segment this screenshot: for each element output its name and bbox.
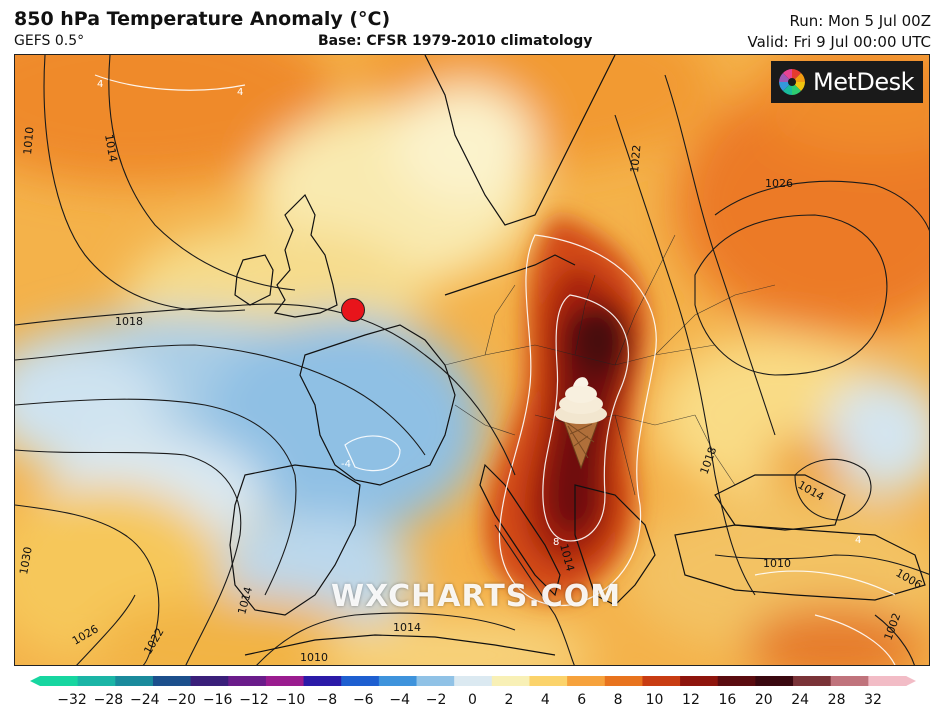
metdesk-logo: MetDesk <box>771 61 923 103</box>
map-panel: 1010 1014 1018 1026 1030 1026 1022 1014 … <box>14 54 930 666</box>
chart-title: 850 hPa Temperature Anomaly (°C) <box>14 8 391 30</box>
colorbar-tick-label: 10 <box>645 692 664 708</box>
run-label: Run: Mon 5 Jul 00Z <box>789 12 931 30</box>
isobar-label: 1010 <box>300 651 328 664</box>
anomaly-map: 1010 1014 1018 1026 1030 1026 1022 1014 … <box>15 55 929 665</box>
colorbar-segment <box>341 676 380 686</box>
isobar-label: 1010 <box>21 126 36 155</box>
colorbar-tick-label: −32 <box>57 692 87 708</box>
colorbar-right-arrow <box>906 676 916 686</box>
isobar-label: 1010 <box>763 557 791 570</box>
coastlines <box>229 55 926 656</box>
colorbar-segment <box>868 676 907 686</box>
colorbar-ticks: −32 −28 −24 −20 −16 −12 −10 −8 −6 −4 −2 0 2 4 6 8 10 12 16… <box>0 692 945 712</box>
colorbar-segment <box>491 676 530 686</box>
colorbar-tick-label: −12 <box>239 692 269 708</box>
colorbar-tick-label: −4 <box>389 692 410 708</box>
colorbar-segment <box>793 676 832 686</box>
model-label: GEFS 0.5° <box>14 33 85 49</box>
location-marker <box>341 298 365 322</box>
colorbar-tick-label: 12 <box>682 692 700 708</box>
colorbar-tick-label: −8 <box>316 692 338 708</box>
colorbar-segment <box>830 676 869 686</box>
colorbar-segment <box>303 676 342 686</box>
base-label: Base: CFSR 1979-2010 climatology <box>318 33 593 49</box>
colorbar-tick-label: 16 <box>718 692 737 708</box>
isobar-label: 1026 <box>765 177 793 190</box>
colorbar-segment <box>378 676 418 686</box>
colorbar-tick-label: −28 <box>93 692 124 708</box>
colorbar-segment <box>40 676 79 686</box>
isobar-label: 1018 <box>115 315 143 328</box>
colorbar-tick-label: −10 <box>275 692 306 708</box>
isobar-label: 1014 <box>393 621 421 634</box>
borders <box>444 234 776 496</box>
colorbar-segment <box>152 676 192 686</box>
colorbar-tick-label: 24 <box>791 692 810 708</box>
colorbar-segment <box>755 676 794 686</box>
colorbar-segment <box>416 676 455 686</box>
colorbar-tick-label: −24 <box>130 692 160 708</box>
colorbar-segment <box>717 676 756 686</box>
colorbar-tick-label: −6 <box>352 692 374 708</box>
colorbar-tick-label: 4 <box>540 692 550 708</box>
valid-label: Valid: Fri 9 Jul 00:00 UTC <box>747 33 931 51</box>
colorbar-tick-label: 32 <box>864 692 882 708</box>
metdesk-logo-icon <box>779 69 805 95</box>
colorbar-tick-label: 0 <box>468 692 477 708</box>
colorbar-segment <box>642 676 681 686</box>
colorbar <box>30 676 916 686</box>
isobar-label: 1030 <box>17 546 35 576</box>
colorbar-tick-label: 6 <box>577 692 587 708</box>
colorbar-segment <box>190 676 229 686</box>
colorbar-tick-label: 20 <box>754 692 773 708</box>
anomaly-label: 8 <box>553 537 559 548</box>
isobar-label: 1022 <box>628 144 643 173</box>
colorbar-tick-label: 8 <box>613 692 623 708</box>
colorbar-segment <box>529 676 568 686</box>
colorbar-segment <box>680 676 719 686</box>
ice-cream-icon <box>548 372 614 474</box>
isobar-label: 1014 <box>102 133 120 163</box>
isobars <box>15 55 929 665</box>
anomaly-labels: 4 4 4 -4 8 <box>97 79 861 548</box>
colorbar-segment <box>115 676 154 686</box>
colorbar-tick-label: −20 <box>166 692 196 708</box>
colorbar-tick-label: 2 <box>504 692 514 708</box>
anomaly-label: 4 <box>855 535 861 546</box>
anomaly-label: -4 <box>341 459 351 470</box>
colorbar-left-arrow <box>30 676 40 686</box>
colorbar-tick-label: −2 <box>425 692 447 708</box>
wxcharts-watermark: WXCHARTS.COM <box>331 579 622 614</box>
colorbar-segment <box>265 676 305 686</box>
colorbar-tick-label: −16 <box>202 692 233 708</box>
anomaly-label: 4 <box>237 87 243 98</box>
colorbar-segment <box>228 676 267 686</box>
metdesk-logo-text: MetDesk <box>813 68 915 96</box>
colorbar-segment <box>454 676 493 686</box>
isobar-labels: 1010 1014 1018 1026 1030 1026 1022 1014 … <box>17 126 924 664</box>
colorbar-segment <box>77 676 116 686</box>
colorbar-segment <box>604 676 643 686</box>
anomaly-contours <box>94 74 896 665</box>
anomaly-label: 4 <box>97 79 103 90</box>
colorbar-tick-label: 28 <box>827 692 846 708</box>
colorbar-segment <box>567 676 606 686</box>
